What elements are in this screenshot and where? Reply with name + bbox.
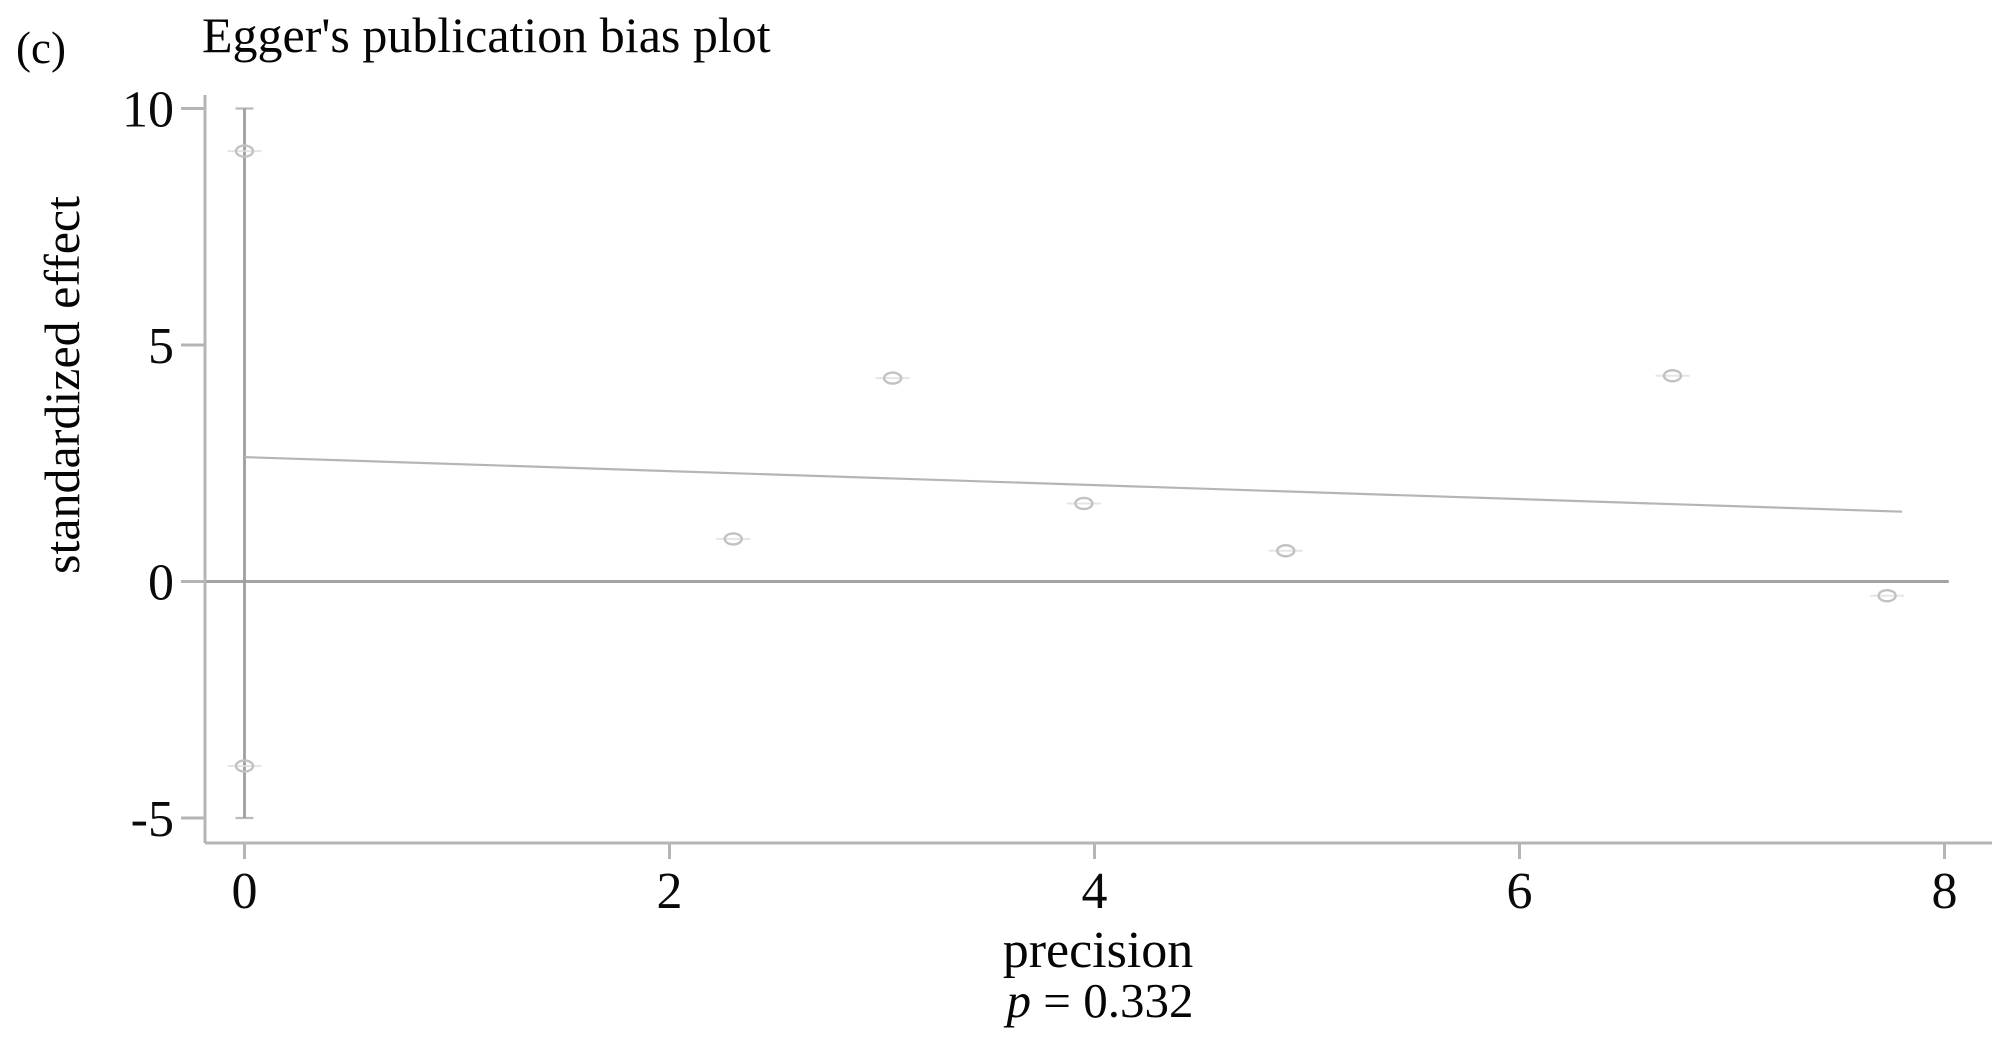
regression-line (244, 456, 1903, 513)
chart-title: Egger's publication bias plot (202, 7, 771, 63)
data-point-marker (1662, 369, 1683, 383)
data-point-marker (882, 371, 903, 385)
p-value-variable: p (1006, 973, 1032, 1028)
x-tick-label: 0 (232, 863, 258, 920)
p-value-text: = 0.332 (1031, 973, 1194, 1028)
data-point-marker (234, 759, 255, 773)
data-point-marker (1877, 588, 1897, 603)
y-axis-label: standardized effect (34, 195, 90, 575)
data-point-marker (1276, 544, 1296, 558)
p-value-annotation: p = 0.332 (1007, 972, 1194, 1029)
x-tick-label: 8 (1932, 863, 1958, 920)
data-point-marker (723, 532, 743, 546)
x-tick-label: 6 (1507, 863, 1533, 920)
data-point-marker (234, 144, 255, 158)
y-tick-label: -5 (131, 791, 174, 848)
x-tick-label: 2 (657, 863, 683, 920)
x-axis-label: precision (1002, 922, 1194, 979)
y-tick-label: 0 (148, 555, 174, 612)
y-tick-label: 10 (122, 82, 174, 139)
panel-label: (c) (16, 23, 66, 73)
data-point-marker (1074, 496, 1094, 511)
x-tick-label: 4 (1082, 863, 1108, 920)
y-tick-label: 5 (148, 318, 174, 375)
